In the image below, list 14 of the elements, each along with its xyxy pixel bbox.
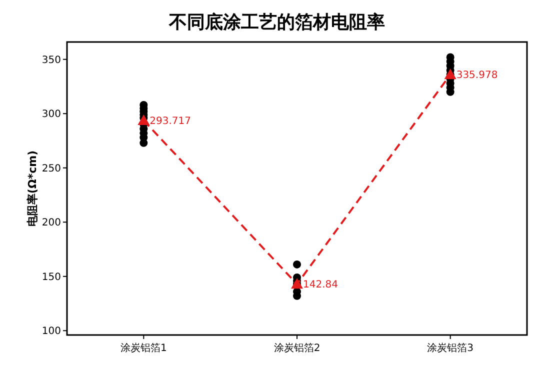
data-label: 142.84 (303, 280, 338, 291)
y-tick-label: 100 (42, 326, 61, 338)
chart-title: 不同底涂工艺的箔材电阻率 (168, 12, 385, 33)
y-axis-title: 电阻率(Ω*cm) (26, 150, 39, 227)
x-tick-label: 涂炭铝箔1 (120, 342, 167, 354)
y-tick-label: 250 (42, 163, 61, 174)
x-tick-label: 涂炭铝箔3 (427, 342, 474, 354)
y-tick-label: 300 (42, 109, 61, 120)
x-tick-label: 涂炭铝箔2 (274, 342, 320, 354)
y-tick-label: 200 (42, 218, 61, 229)
data-label: 293.717 (150, 116, 192, 127)
y-tick-label: 350 (42, 54, 61, 66)
data-label: 335.978 (456, 70, 498, 82)
y-tick-label: 150 (42, 272, 61, 283)
